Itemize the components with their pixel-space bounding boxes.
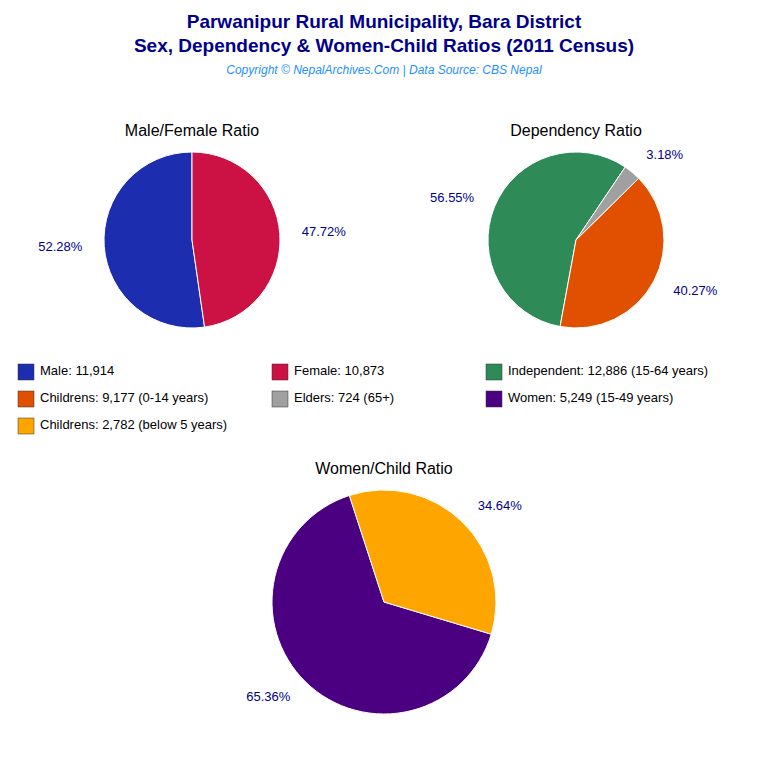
- legend-swatch: [18, 391, 34, 407]
- data-label: 47.72%: [302, 224, 347, 239]
- data-label: 65.36%: [246, 689, 291, 704]
- legend-label: Childrens: 2,782 (below 5 years): [40, 417, 227, 432]
- pie-title: Women/Child Ratio: [315, 460, 453, 477]
- legend-swatch: [18, 364, 34, 380]
- pie-chart: 52.28% 47.72%: [38, 152, 346, 328]
- legend-label: Women: 5,249 (15-49 years): [508, 390, 673, 405]
- pie-slice: [104, 152, 205, 328]
- annotation: Copyright © NepalArchives.Com | Data Sou…: [226, 63, 542, 77]
- pie-title: Male/Female Ratio: [125, 122, 259, 139]
- pie-chart: 65.36% 34.64%: [246, 490, 522, 714]
- legend-label: Elders: 724 (65+): [294, 390, 394, 405]
- legend: Male: 11,914 Female: 10,873 Independent: 1…: [18, 363, 708, 434]
- legend-swatch: [272, 391, 288, 407]
- legend-label: Independent: 12,886 (15-64 years): [508, 363, 708, 378]
- legend-item: Female: 10,873: [272, 363, 384, 380]
- subtitle: Sex, Dependency & Women-Child Ratios (20…: [134, 35, 634, 56]
- pie-slice: [576, 167, 639, 240]
- legend-item: Male: 11,914: [18, 363, 114, 380]
- data-label: 34.64%: [478, 498, 523, 513]
- legend-item: Women: 5,249 (15-49 years): [486, 390, 673, 407]
- chart-root: Parwanipur Rural Municipality, Bara Dist…: [0, 0, 768, 768]
- legend-swatch: [18, 418, 34, 434]
- legend-swatch: [272, 364, 288, 380]
- legend-label: Male: 11,914: [40, 363, 114, 378]
- legend-item: Childrens: 2,782 (below 5 years): [18, 417, 227, 434]
- data-label: 56.55%: [430, 190, 475, 205]
- pie-chart: 56.55% 40.27% 3.18%: [430, 147, 718, 328]
- pie-slice: [192, 152, 280, 327]
- legend-label: Childrens: 9,177 (0-14 years): [40, 390, 208, 405]
- legend-label: Female: 10,873: [294, 363, 384, 378]
- legend-swatch: [486, 391, 502, 407]
- data-label: 52.28%: [38, 239, 83, 254]
- legend-swatch: [486, 364, 502, 380]
- data-label: 3.18%: [646, 147, 683, 162]
- legend-item: Independent: 12,886 (15-64 years): [486, 363, 708, 380]
- title: Parwanipur Rural Municipality, Bara Dist…: [187, 11, 582, 32]
- legend-item: Elders: 724 (65+): [272, 390, 394, 407]
- pie-slice: [349, 490, 496, 634]
- legend-item: Childrens: 9,177 (0-14 years): [18, 390, 208, 407]
- data-label: 40.27%: [673, 283, 718, 298]
- pie-title: Dependency Ratio: [510, 122, 642, 139]
